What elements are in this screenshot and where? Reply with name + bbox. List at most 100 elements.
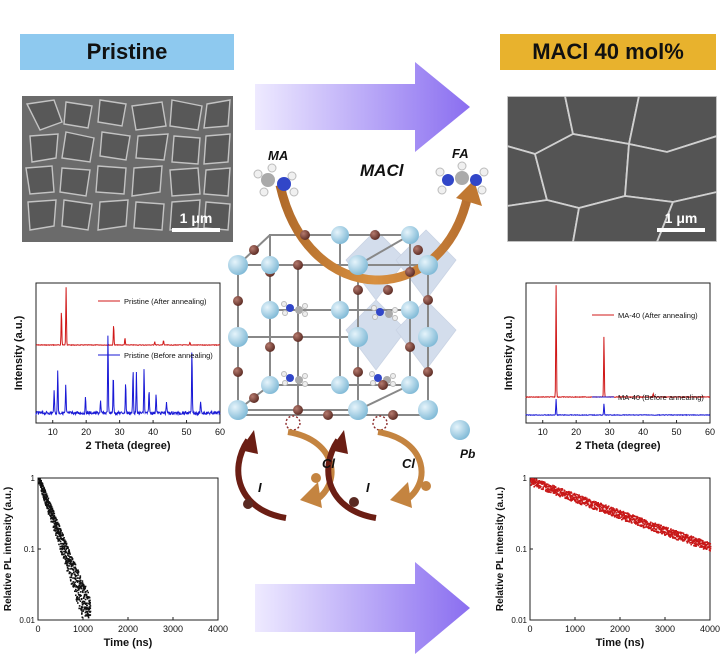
decay-point	[74, 563, 77, 566]
decay-point	[537, 483, 540, 485]
decay-point	[71, 582, 73, 585]
decay-point	[699, 546, 701, 548]
decay-point	[696, 543, 699, 546]
decay-point	[581, 502, 584, 504]
y-axis-label: Intensity (a.u.)	[13, 315, 25, 390]
decay-point	[45, 493, 48, 495]
y-tick-label: 1	[31, 474, 36, 483]
decay-point	[39, 482, 42, 485]
y-tick-label: 0.01	[511, 616, 527, 625]
decay-point	[47, 503, 50, 506]
decay-point	[651, 529, 654, 531]
decay-point	[66, 563, 68, 565]
decay-point	[73, 585, 76, 587]
decay-point	[605, 507, 607, 510]
decay-point	[69, 553, 71, 555]
decay-point	[67, 561, 69, 564]
decay-point	[642, 525, 645, 527]
decay-point	[615, 512, 618, 514]
decay-point	[57, 523, 60, 525]
decay-point	[89, 614, 92, 616]
decay-point	[45, 503, 47, 506]
decay-point	[44, 494, 46, 496]
decay-point	[709, 550, 711, 552]
decay-point	[694, 537, 697, 540]
x-axis-label: Time (ns)	[596, 637, 645, 649]
decay-point	[666, 527, 669, 530]
macl-label: MACl 40 mol%	[532, 39, 684, 64]
decay-point	[81, 585, 84, 587]
decay-point	[638, 524, 640, 526]
macl-exchange-arc	[275, 184, 473, 285]
decay-point	[602, 506, 605, 509]
x-tick-label: 20	[571, 427, 581, 437]
decay-point	[612, 512, 614, 514]
decay-point	[690, 538, 693, 540]
decay-point	[559, 495, 561, 498]
decay-point	[567, 498, 570, 500]
macl-scale-label: 1 μm	[664, 210, 698, 226]
decay-point	[619, 517, 621, 519]
decay-point	[640, 525, 643, 528]
decay-point	[657, 523, 659, 526]
decay-point	[540, 485, 542, 488]
decay-point	[71, 573, 74, 575]
decay-point	[633, 519, 636, 522]
decay-point	[88, 614, 90, 617]
decay-point	[577, 501, 580, 503]
decay-point	[676, 538, 678, 541]
decay-point	[604, 505, 606, 507]
decay-point	[55, 522, 58, 524]
decay-point	[89, 610, 92, 613]
decay-point	[623, 513, 625, 516]
decay-point	[597, 504, 600, 506]
decay-point	[661, 532, 664, 535]
decay-point	[666, 533, 668, 536]
decay-point	[670, 532, 673, 534]
decay-point	[77, 592, 80, 594]
decay-point	[583, 502, 585, 505]
decay-point	[652, 523, 655, 525]
decay-point	[74, 578, 77, 581]
decay-point	[81, 604, 84, 606]
decay-point	[625, 515, 627, 517]
decay-point	[544, 483, 547, 485]
decay-point	[604, 506, 607, 508]
decay-point	[545, 489, 548, 491]
decay-point	[601, 507, 604, 510]
decay-point	[606, 510, 609, 512]
decay-point	[52, 518, 54, 520]
decay-point	[544, 485, 547, 488]
decay-point	[67, 569, 69, 572]
decay-point	[667, 531, 670, 533]
decay-point	[672, 536, 675, 538]
decay-point	[624, 512, 627, 514]
decay-point	[85, 596, 88, 598]
decay-point	[636, 522, 638, 524]
decay-point	[54, 524, 56, 526]
decay-point	[558, 493, 560, 496]
decay-point	[55, 532, 57, 535]
decay-point	[60, 545, 63, 548]
decay-point	[691, 537, 693, 539]
decay-point	[573, 492, 576, 495]
decay-point	[89, 599, 91, 602]
decay-point	[68, 550, 71, 553]
decay-point	[531, 483, 533, 486]
decay-point	[80, 594, 82, 597]
decay-point	[532, 482, 534, 485]
decay-point	[643, 519, 646, 522]
decay-point	[74, 570, 77, 573]
decay-point	[558, 494, 560, 497]
decay-point	[43, 488, 46, 490]
decay-point	[77, 587, 79, 589]
decay-point	[596, 508, 598, 511]
decay-point	[575, 500, 577, 503]
decay-point	[537, 481, 539, 483]
decay-point	[639, 517, 641, 520]
decay-point	[611, 514, 614, 517]
decay-point	[70, 574, 73, 577]
decay-point	[548, 484, 550, 486]
decay-point	[613, 508, 615, 510]
decay-point	[561, 494, 564, 497]
